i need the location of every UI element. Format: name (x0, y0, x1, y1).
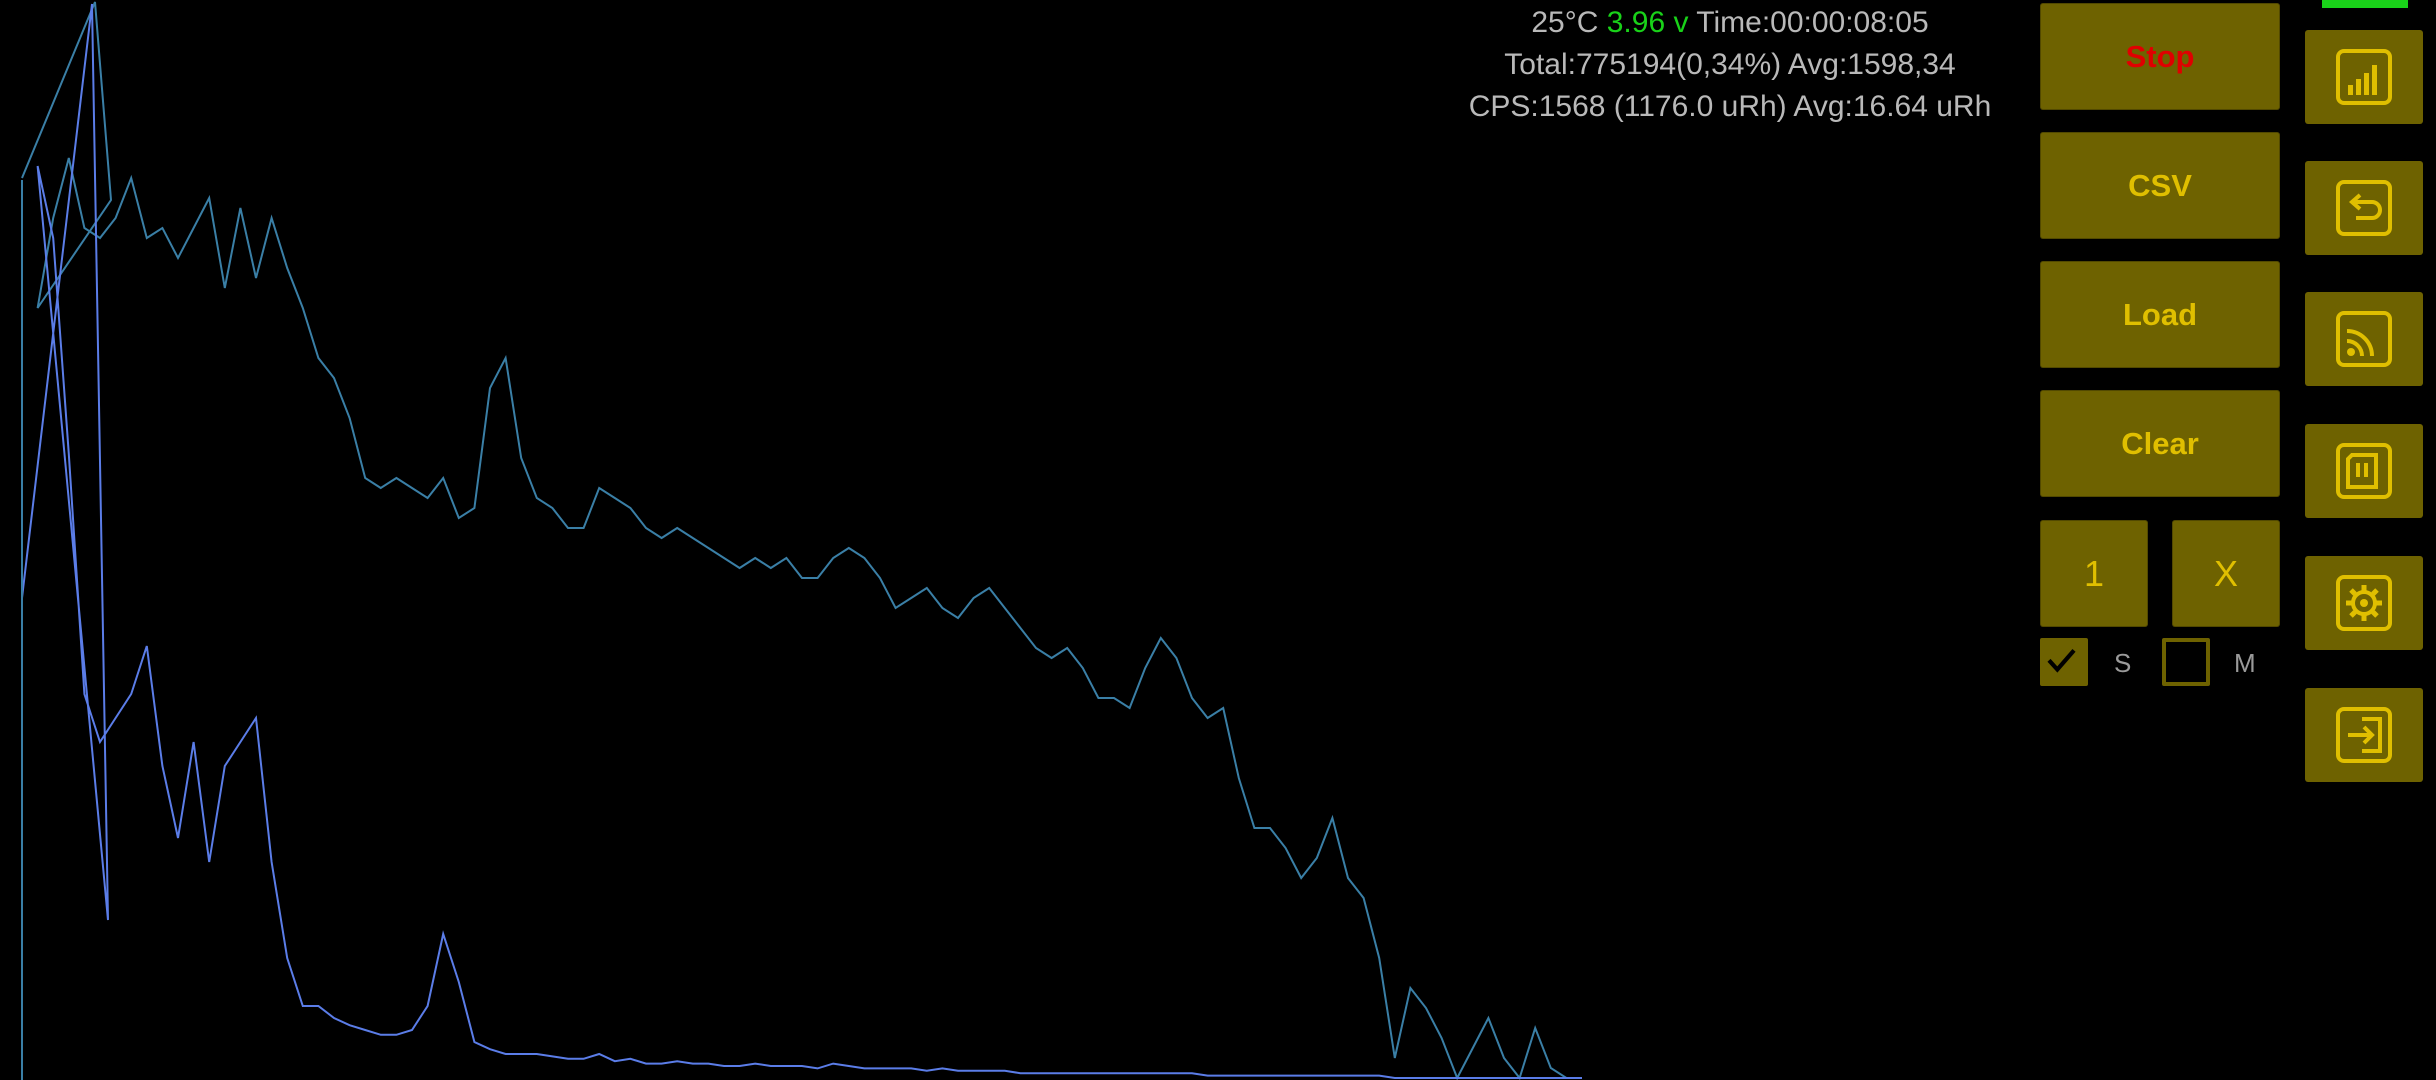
spectrum-chart (21, 1, 1582, 1080)
return-button[interactable] (2305, 161, 2423, 255)
cast-button[interactable] (2305, 292, 2423, 386)
s-checkbox[interactable] (2040, 638, 2088, 686)
spectrum-series-1 (21, 1, 1582, 1080)
clear-button[interactable]: Clear (2040, 390, 2280, 497)
status-line-1: 25°C 3.96 v Time:00:00:08:05 (1400, 2, 2060, 44)
elapsed-time: Time:00:00:08:05 (1696, 6, 1929, 39)
m-checkbox-label: M (2234, 648, 2256, 678)
voltage-readout: 3.96 v (1606, 6, 1689, 39)
checkmark-icon (2047, 648, 2076, 673)
spectrum-series-2 (21, 3, 1582, 1079)
settings-gear-icon (2336, 575, 2392, 631)
scale-x-button[interactable]: X (2172, 520, 2280, 627)
return-icon (2336, 180, 2392, 236)
exit-button[interactable] (2305, 688, 2423, 782)
battery-indicator (2322, 0, 2408, 8)
sd-card-icon (2336, 443, 2392, 499)
signal-bars-icon (2336, 49, 2392, 105)
scale-one-button[interactable]: 1 (2040, 520, 2148, 627)
stop-button[interactable]: Stop (2040, 3, 2280, 110)
temperature-readout: 25°C (1531, 6, 1599, 39)
settings-button[interactable] (2305, 556, 2423, 650)
total-counts: Total:775194(0,34%) Avg:1598,34 (1504, 48, 1956, 81)
m-checkbox[interactable] (2162, 638, 2210, 686)
load-button[interactable]: Load (2040, 261, 2280, 368)
signal-bars-button[interactable] (2305, 30, 2423, 124)
cps-readout: CPS:1568 (1176.0 uRh) Avg:16.64 uRh (1468, 90, 1992, 123)
cast-icon (2336, 311, 2392, 367)
sd-card-button[interactable] (2305, 424, 2423, 518)
s-checkbox-label: S (2114, 648, 2132, 678)
csv-button[interactable]: CSV (2040, 132, 2280, 239)
exit-icon (2336, 707, 2392, 763)
